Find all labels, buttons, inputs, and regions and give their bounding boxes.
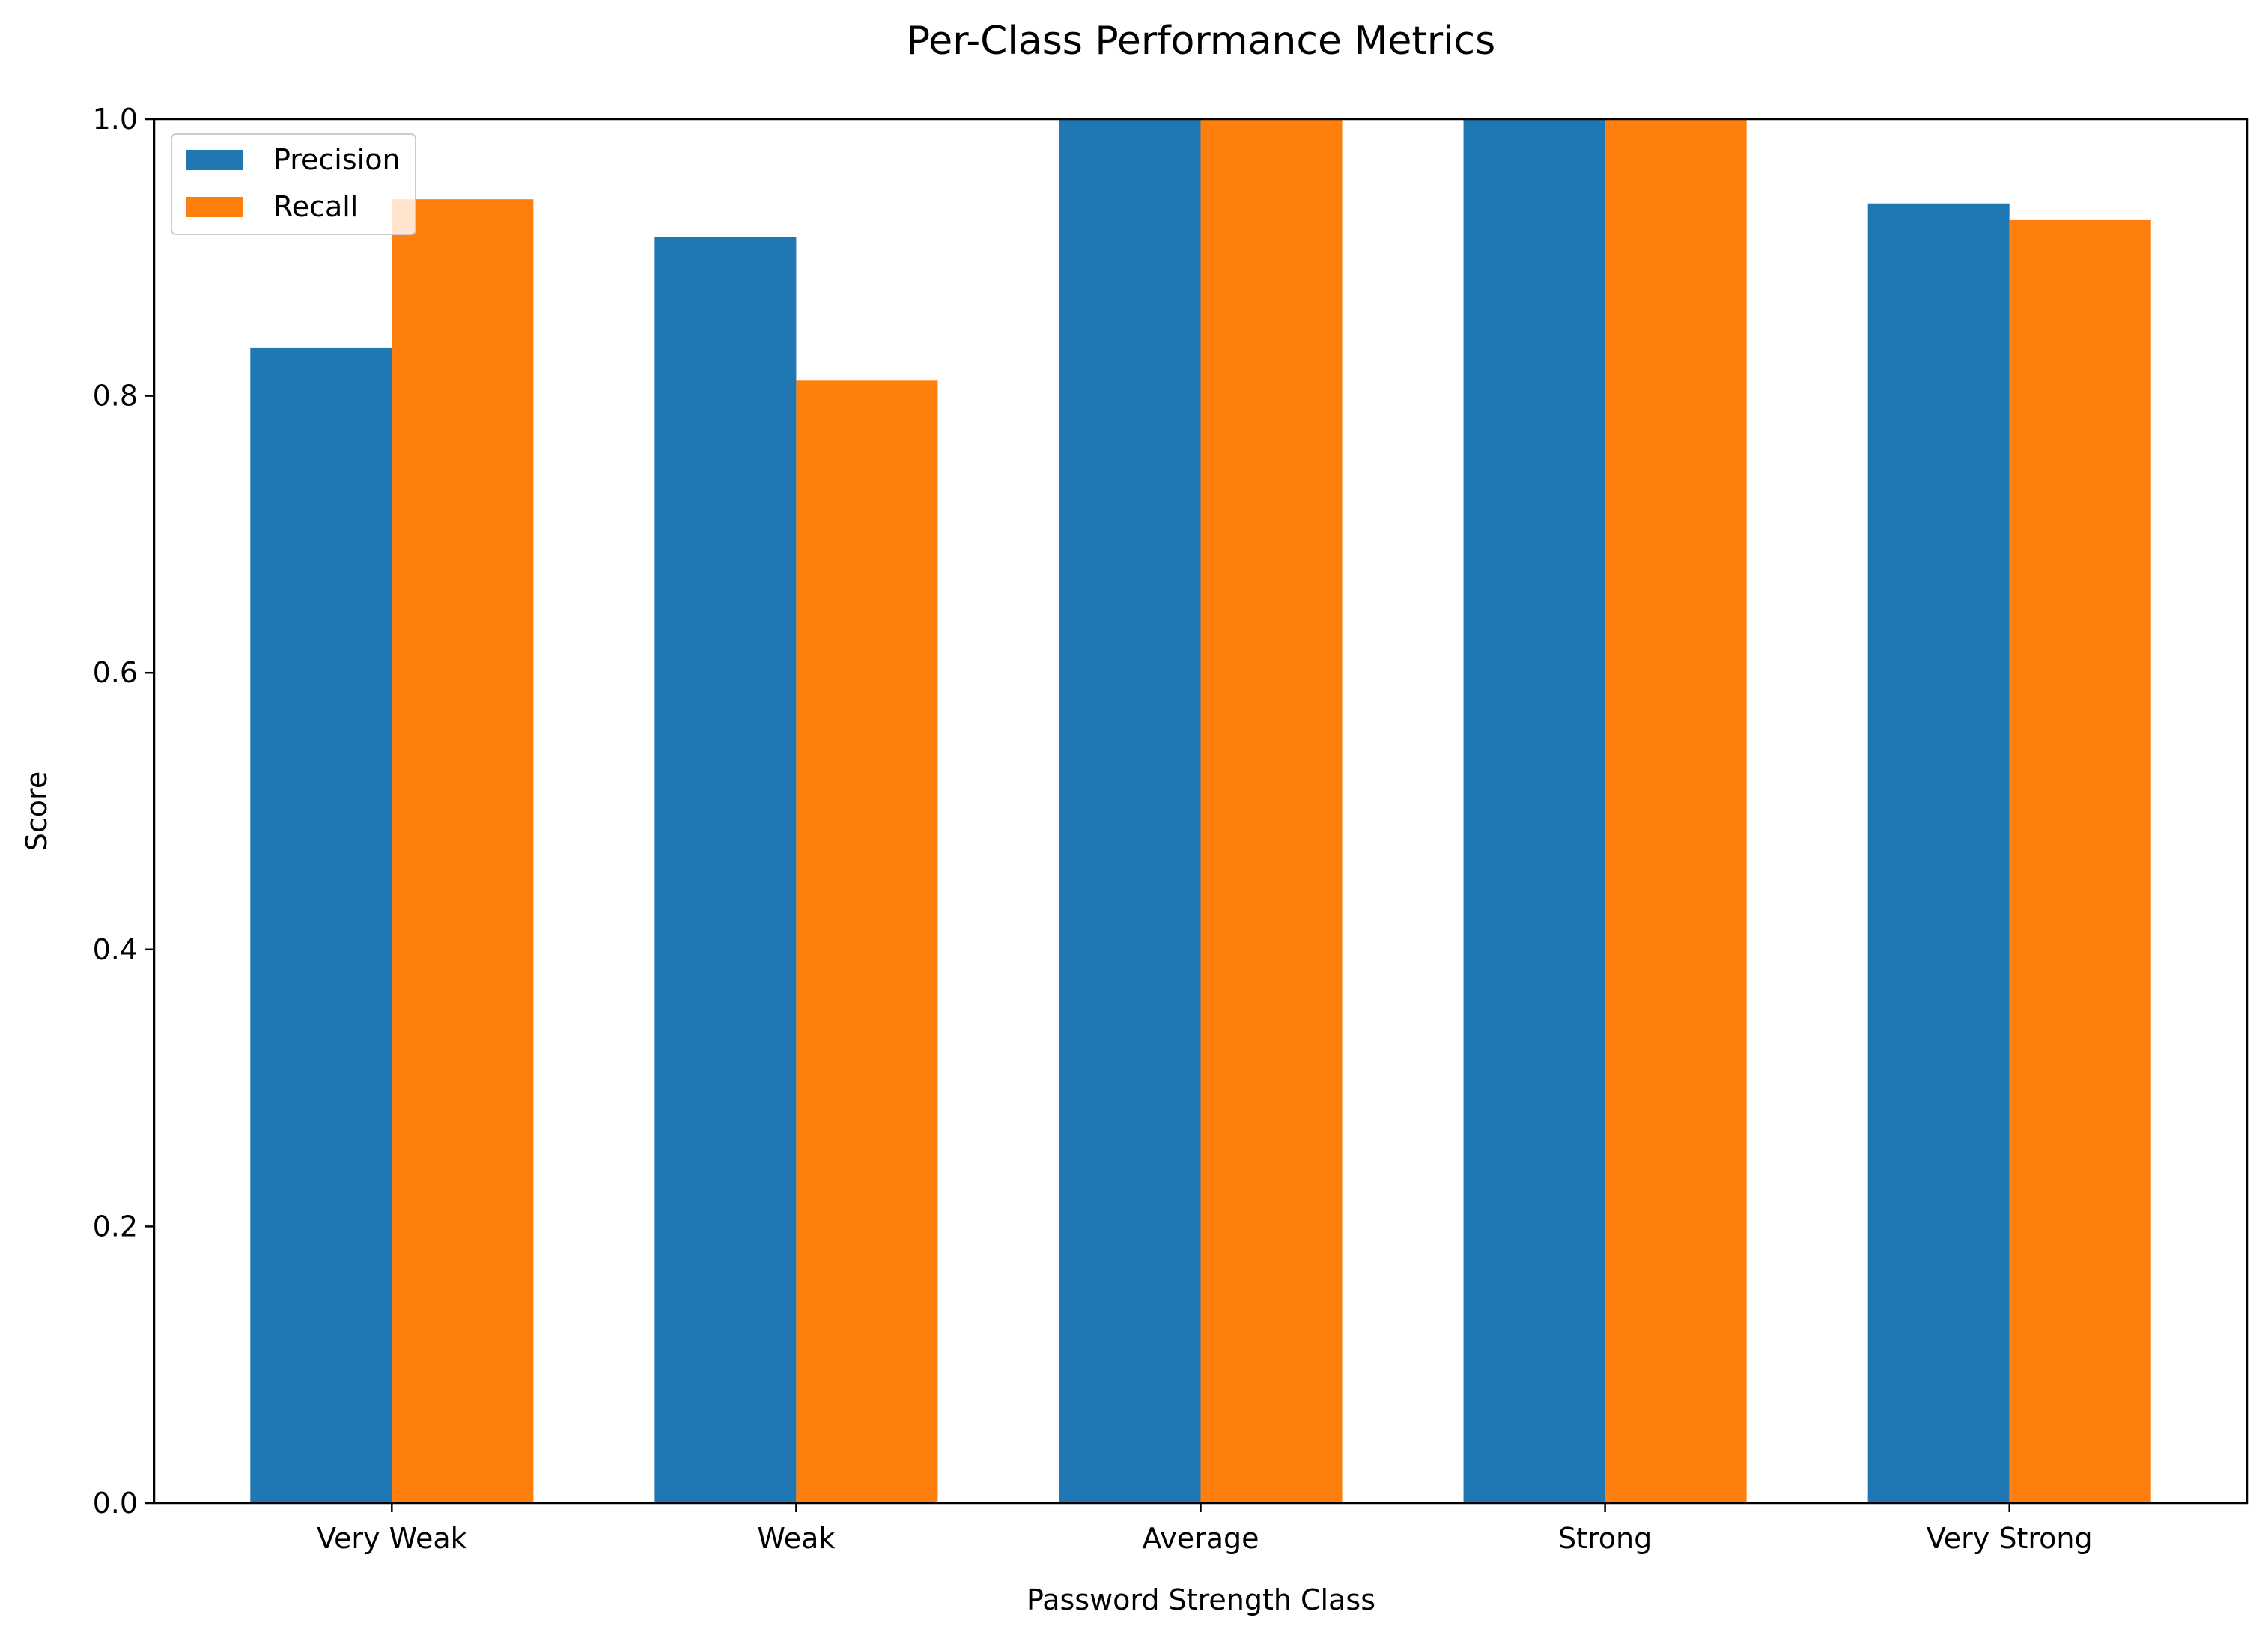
bar-precision-very-strong bbox=[1867, 203, 2010, 1504]
y-tick-label: 1.0 bbox=[93, 103, 138, 136]
y-axis-label: Score bbox=[20, 771, 53, 851]
y-tick-label: 0.0 bbox=[93, 1487, 138, 1520]
y-tick-label: 0.4 bbox=[93, 933, 138, 966]
bar-recall-very-weak bbox=[392, 199, 534, 1504]
bar-recall-weak bbox=[796, 380, 938, 1503]
x-tick-label: Strong bbox=[1558, 1522, 1652, 1555]
bar-precision-average bbox=[1059, 119, 1201, 1503]
bar-precision-weak bbox=[654, 237, 797, 1504]
legend-swatch-precision bbox=[186, 150, 243, 170]
legend: Precision Recall bbox=[171, 133, 416, 235]
bars-group bbox=[250, 119, 2151, 1504]
x-tick-label: Very Weak bbox=[317, 1522, 467, 1555]
x-axis-ticks: Very Weak Weak Average Strong Very Strong bbox=[317, 1503, 2093, 1555]
x-axis-label: Password Strength Class bbox=[1027, 1583, 1375, 1616]
bar-recall-very-strong bbox=[2009, 219, 2151, 1503]
plot-area: 0.0 0.2 0.4 0.6 0.8 1.0 Very Weak Weak Average S… bbox=[93, 103, 2249, 1555]
y-tick-label: 0.6 bbox=[93, 656, 138, 689]
x-tick-label: Weak bbox=[757, 1522, 835, 1555]
chart-title: Per-Class Performance Metrics bbox=[907, 19, 1495, 64]
legend-swatch-recall bbox=[186, 197, 243, 217]
bar-precision-very-weak bbox=[250, 347, 392, 1503]
y-axis-ticks: 0.0 0.2 0.4 0.6 0.8 1.0 bbox=[93, 103, 154, 1520]
bar-recall-strong bbox=[1605, 119, 1747, 1503]
bar-recall-average bbox=[1200, 119, 1343, 1503]
x-tick-label: Average bbox=[1142, 1522, 1259, 1555]
bar-precision-strong bbox=[1463, 119, 1605, 1503]
y-tick-label: 0.2 bbox=[93, 1210, 138, 1243]
x-tick-label: Very Strong bbox=[1927, 1522, 2093, 1555]
legend-label-recall: Recall bbox=[273, 190, 358, 223]
legend-label-precision: Precision bbox=[273, 143, 401, 176]
y-tick-label: 0.8 bbox=[93, 380, 138, 413]
